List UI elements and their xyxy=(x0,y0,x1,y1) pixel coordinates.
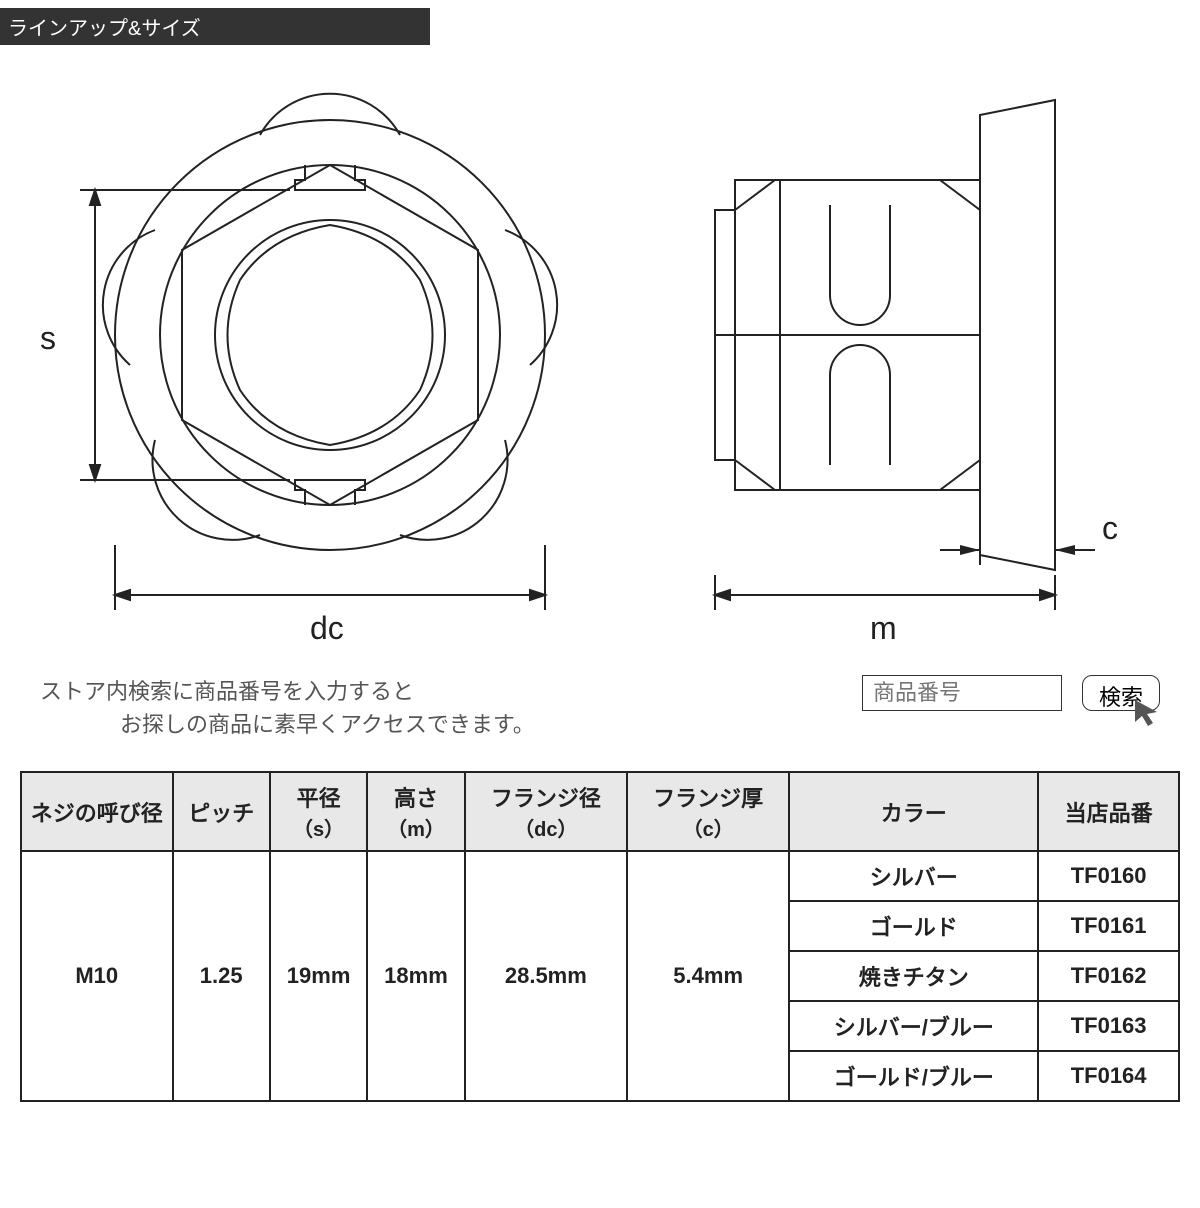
cell-part-number: TF0161 xyxy=(1038,901,1179,951)
table-row: M101.2519mm18mm28.5mm5.4mmシルバーTF0160 xyxy=(21,851,1179,901)
cell-color: シルバー/ブルー xyxy=(789,1001,1038,1051)
table-header-row: ネジの呼び径 ピッチ 平径（s） 高さ（m） フランジ径（dc） フランジ厚（c… xyxy=(21,772,1179,851)
search-button[interactable]: 検索 xyxy=(1082,675,1160,711)
section-header: ラインアップ&サイズ xyxy=(0,8,430,45)
cell-s: 19mm xyxy=(270,851,367,1101)
cell-part-number: TF0164 xyxy=(1038,1051,1179,1101)
cell-part-number: TF0160 xyxy=(1038,851,1179,901)
dim-label-dc: dc xyxy=(310,610,344,647)
col-header-pitch: ピッチ xyxy=(173,772,270,851)
col-header-m: 高さ（m） xyxy=(367,772,464,851)
col-header-part: 当店品番 xyxy=(1038,772,1179,851)
dim-label-m: m xyxy=(870,610,897,647)
dim-label-c: c xyxy=(1102,510,1118,547)
technical-diagram: s dc m c xyxy=(0,45,1200,665)
cell-pitch: 1.25 xyxy=(173,851,270,1101)
search-instructions: ストア内検索に商品番号を入力すると お探しの商品に素早くアクセスできます。 xyxy=(40,675,842,741)
col-header-nominal: ネジの呼び径 xyxy=(21,772,173,851)
front-view-drawing xyxy=(0,45,620,665)
col-header-s: 平径（s） xyxy=(270,772,367,851)
search-instruction-line-2: お探しの商品に素早くアクセスできます。 xyxy=(40,708,842,741)
cell-part-number: TF0162 xyxy=(1038,951,1179,1001)
col-header-dc: フランジ径（dc） xyxy=(465,772,627,851)
cursor-icon xyxy=(1131,696,1165,730)
product-number-input[interactable] xyxy=(862,675,1062,711)
cell-color: 焼きチタン xyxy=(789,951,1038,1001)
search-instruction-line-1: ストア内検索に商品番号を入力すると xyxy=(40,679,414,704)
cell-dc: 28.5mm xyxy=(465,851,627,1101)
cell-nominal: M10 xyxy=(21,851,173,1101)
cell-color: シルバー xyxy=(789,851,1038,901)
cell-m: 18mm xyxy=(367,851,464,1101)
col-header-color: カラー xyxy=(789,772,1038,851)
search-row: ストア内検索に商品番号を入力すると お探しの商品に素早くアクセスできます。 検索 xyxy=(0,675,1200,741)
cell-color: ゴールド/ブルー xyxy=(789,1051,1038,1101)
spec-table: ネジの呼び径 ピッチ 平径（s） 高さ（m） フランジ径（dc） フランジ厚（c… xyxy=(20,771,1180,1102)
col-header-c: フランジ厚（c） xyxy=(627,772,789,851)
side-view-drawing xyxy=(660,45,1180,665)
cell-color: ゴールド xyxy=(789,901,1038,951)
cell-part-number: TF0163 xyxy=(1038,1001,1179,1051)
cell-c: 5.4mm xyxy=(627,851,789,1101)
dim-label-s: s xyxy=(40,320,56,357)
